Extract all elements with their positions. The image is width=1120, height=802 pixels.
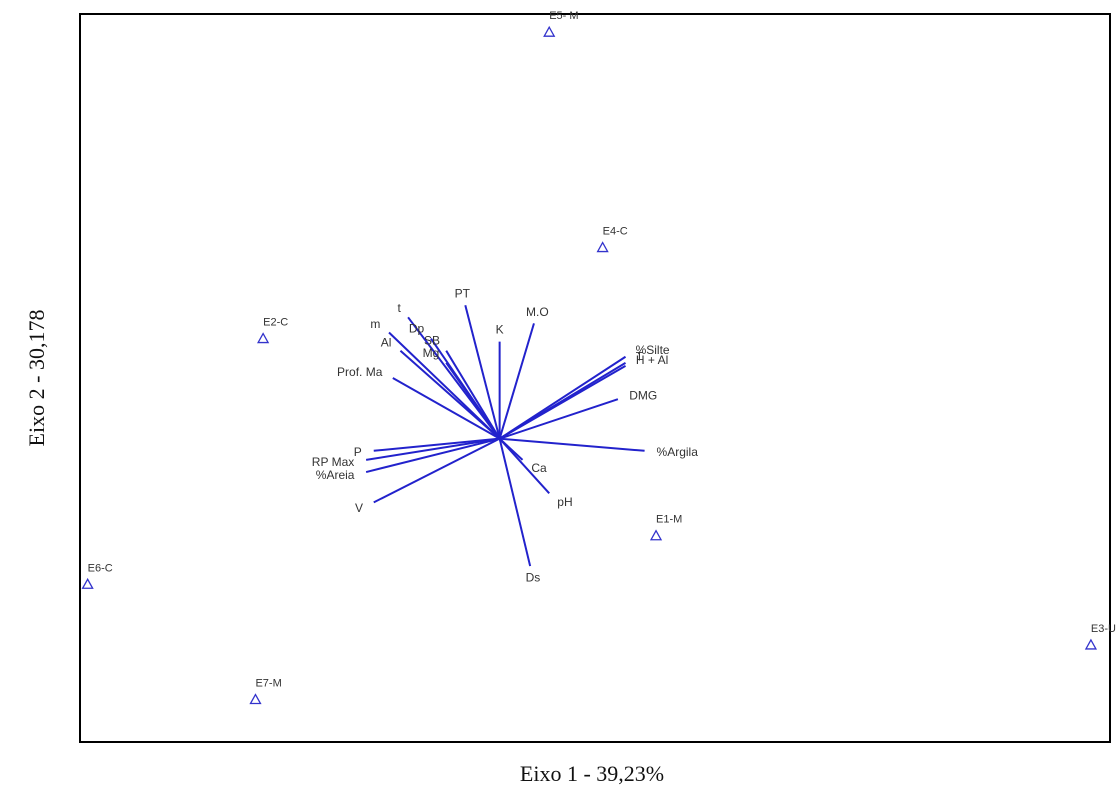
vector-label-dmg: DMG [629,388,657,402]
vector-label-pt: PT [455,287,471,301]
vector-label-p: P [354,445,362,459]
vector-label-v: V [355,501,363,515]
site-marker-e1-m [649,529,663,541]
vector-ds [498,438,532,567]
site-marker-e2-c [257,332,270,344]
vector-label-ds: Ds [526,571,541,585]
site-label-e5-m: E5- M [549,10,578,22]
vector-m-o [498,323,535,439]
vector-mg [445,362,501,440]
vector-label-ca: Ca [531,461,547,475]
vector-rp-max [365,437,500,461]
vector-pt [464,304,501,439]
vector-label-mg: Mg [423,346,440,360]
vector-p [373,437,500,452]
vector-v [373,437,501,504]
vector-label-k: K [496,323,504,337]
site-marker-e6-c [81,577,94,589]
vector-ph [498,437,550,494]
vector-al [399,349,501,440]
site-label-e6-c: E6-C [88,562,113,574]
vector-label-dp: Dp [409,322,425,336]
vector-h-al [499,365,627,440]
vector-label-t: T [636,350,644,364]
site-marker-e4-c [596,241,609,253]
vector-label-areia: %Areia [316,468,355,482]
site-label-e3-u: E3-U [1091,623,1116,635]
site-marker-e7-m [249,693,262,705]
sites-layer: E5- M E4-C E2-C E1-M E6-C E7-M E3-U [81,10,1116,705]
vector-label-argila: %Argila [657,445,699,459]
x-axis-title: Eixo 1 - 39,23% [520,761,664,786]
vector-label-prof-ma: Prof. Ma [337,365,383,379]
vector-label-h-al: H + Al [636,353,668,367]
vector-areia [365,437,500,474]
vector-label-m: m [370,317,380,331]
vector-m [388,331,501,440]
plot-frame [79,13,1111,743]
vector-label-m-o: M.O [526,305,549,319]
site-marker-e3-u [1084,638,1098,650]
site-label-e7-m: E7-M [255,678,281,690]
site-label-e1-m: E1-M [656,514,682,526]
site-label-e2-c: E2-C [263,317,288,329]
vector-label-rp-max: RP Max [312,455,354,469]
vector-dmg [499,398,619,440]
vector-label-ph: pH [557,495,572,509]
y-axis-title: Eixo 2 - 30,178 [24,310,49,447]
site-marker-e5-m [543,25,556,37]
vector-prof-ma [392,377,501,440]
vector-label-silte: %Silte [636,343,670,357]
vector-sb [445,350,501,440]
vector-label-al: Al [381,336,392,350]
vector-label-sb: SB [424,333,440,347]
site-label-e4-c: E4-C [603,226,628,238]
vector-label-t: t [398,301,402,315]
vector-argila [499,437,645,452]
